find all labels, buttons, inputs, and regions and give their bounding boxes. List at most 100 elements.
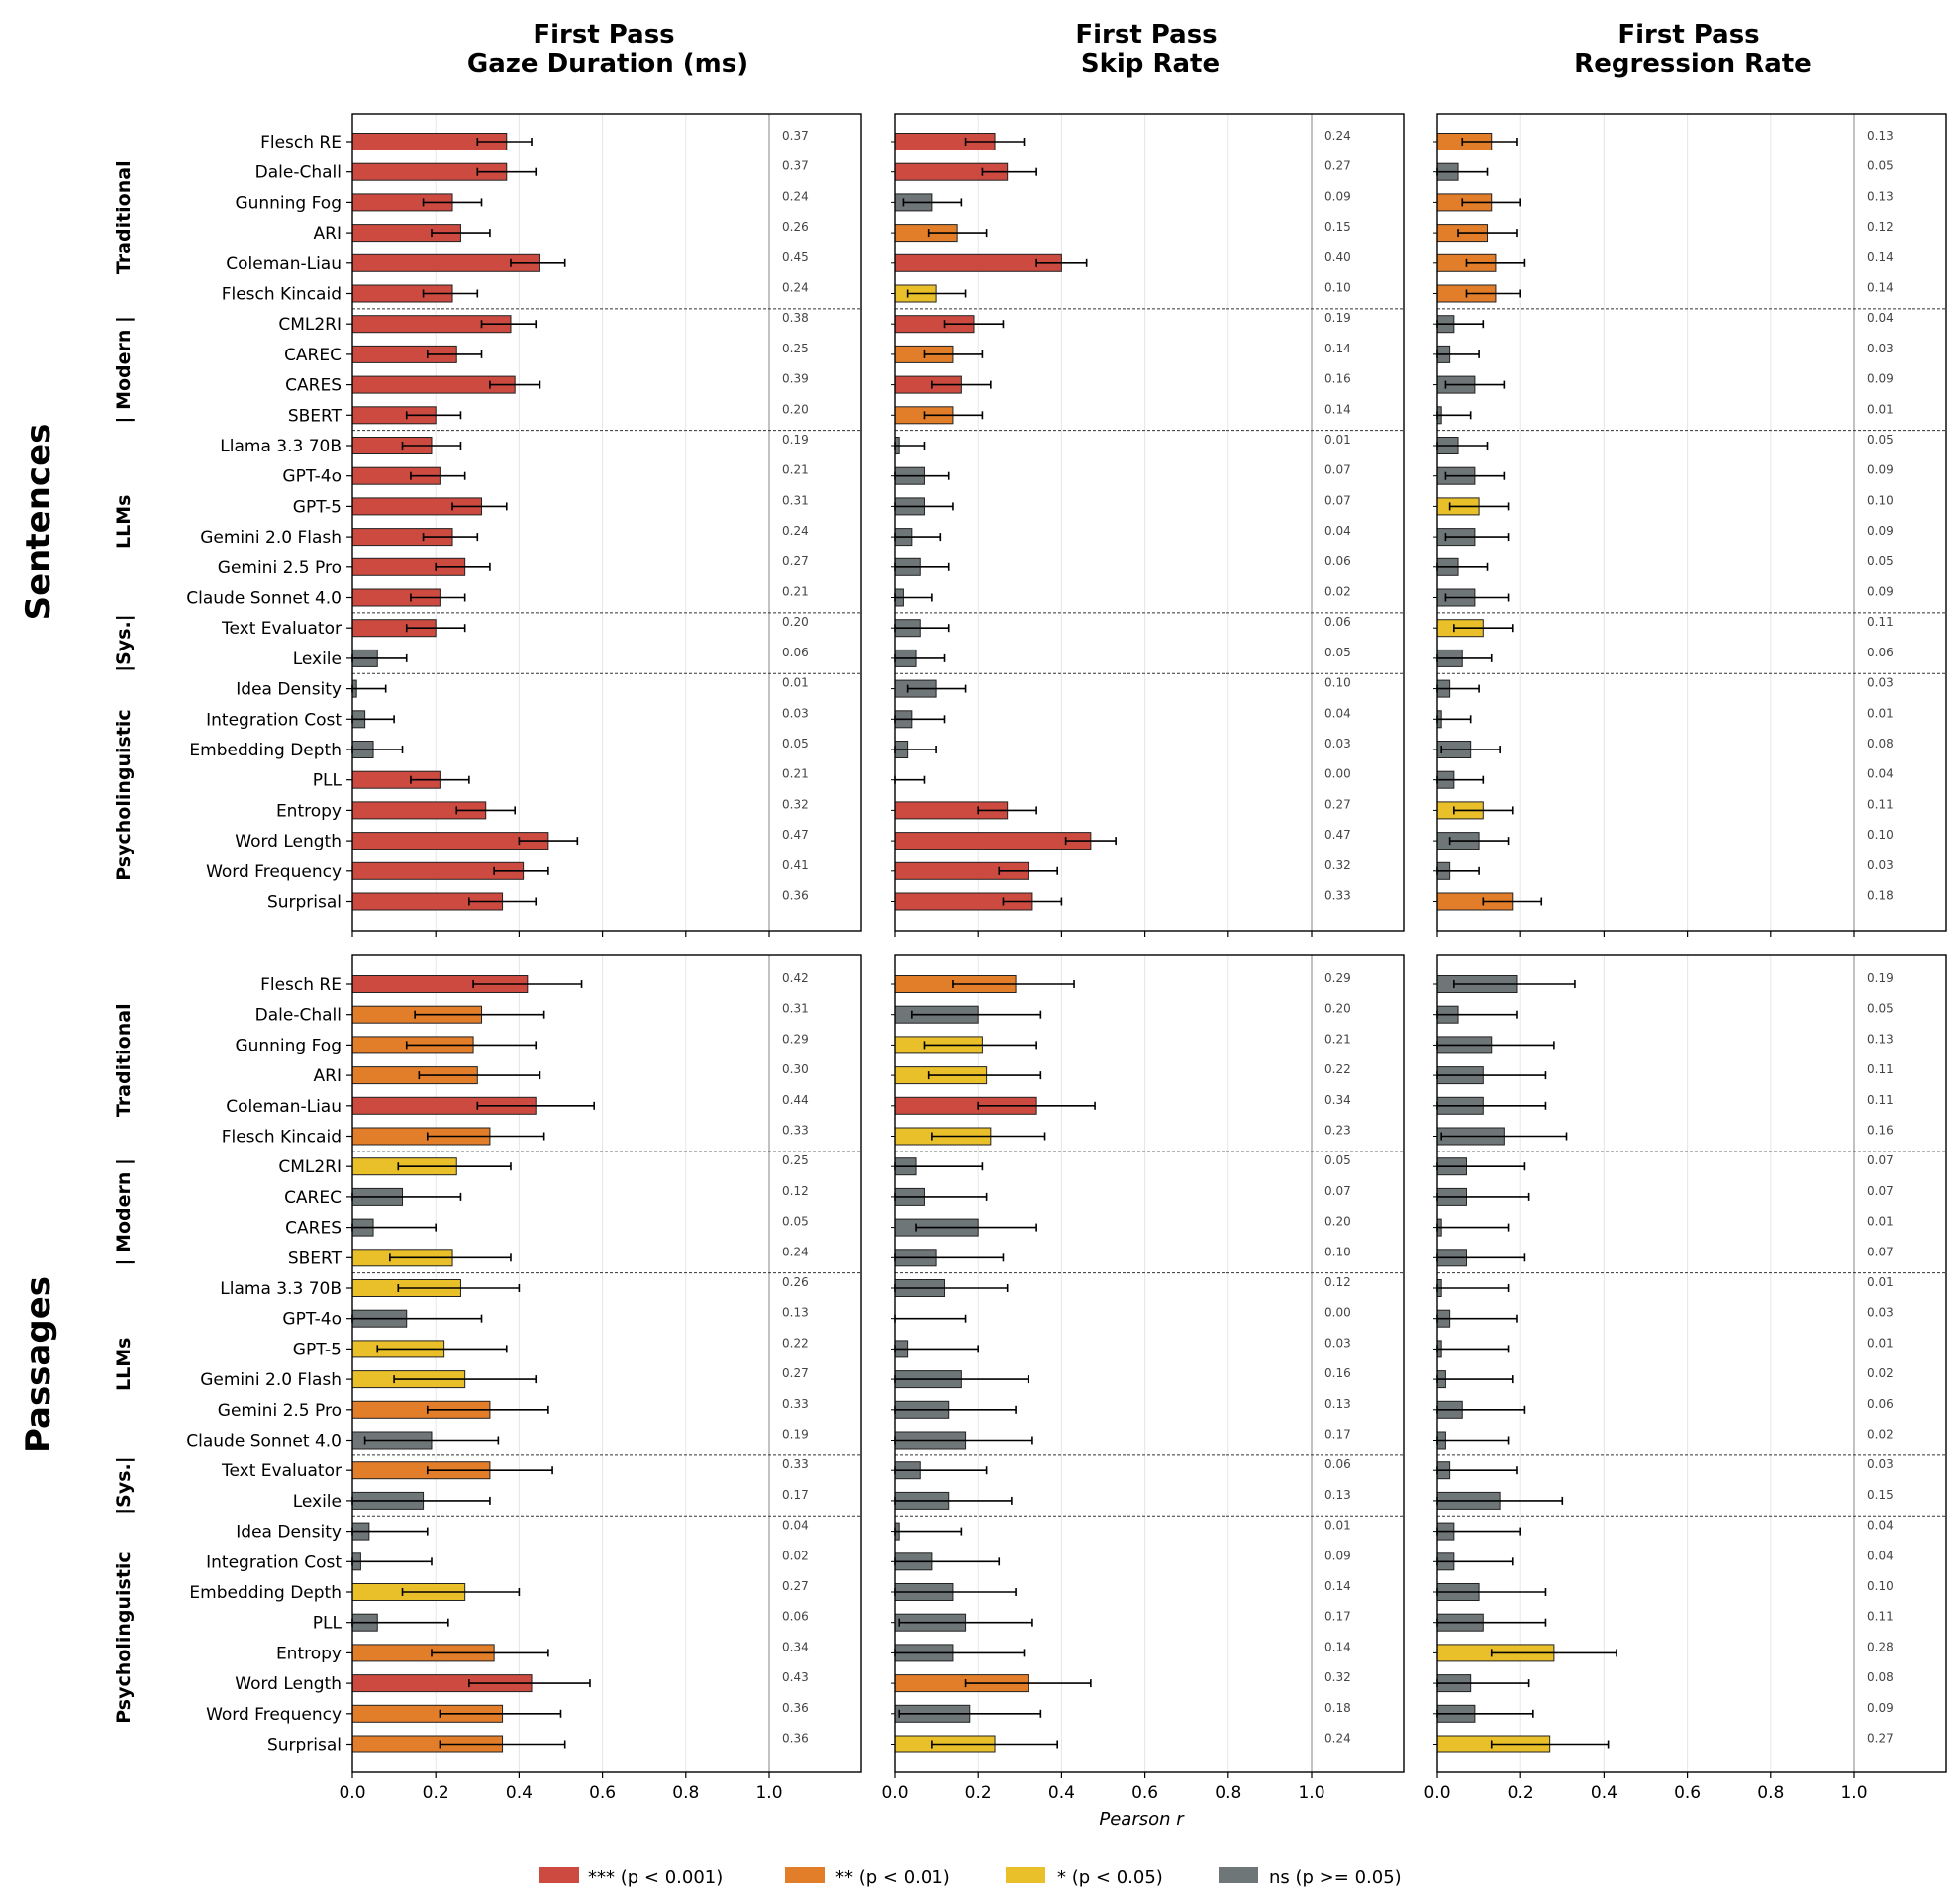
panel-r1-c2-value-label-idea-density: 0.04 [1867, 1519, 1894, 1533]
panel-r0-c2-value-label-ari: 0.12 [1867, 220, 1894, 234]
panel-r0-c1-value-label-gpt-5: 0.07 [1324, 493, 1351, 507]
panel-r1-c1-value-label-gunning-fog: 0.21 [1324, 1032, 1351, 1046]
panel-r0-c1-value-label-flesch-re: 0.24 [1324, 129, 1351, 143]
panel-r1-c2-value-label-claude-sonnet-4-0: 0.02 [1867, 1428, 1894, 1442]
panel-r1-c2-value-label-carec: 0.07 [1867, 1184, 1894, 1198]
panel-r0-c2-value-label-idea-density: 0.03 [1867, 676, 1894, 690]
category-label-pll: PLL [313, 1614, 343, 1634]
panel-r1-c2-x-tick-label: 0.8 [1757, 1783, 1784, 1803]
panel-r1-c2-x-tick-label: 0.4 [1591, 1783, 1617, 1803]
panel-r1-c2-value-label-sbert: 0.07 [1867, 1245, 1894, 1258]
panel-r1-c1: 0.29 0.20 0.21 0.22 0.34 0.23 0.05 0.07 0.20 0.10… [881, 954, 1405, 1803]
panel-r1-c2: 0.19 0.05 0.13 0.11 0.11 0.16 0.07 0.07 0.01 0.07… [1423, 954, 1947, 1803]
panel-r0-c0-value-label-coleman-liau: 0.45 [782, 250, 809, 264]
category-label-gemini-2-0-flash: Gemini 2.0 Flash [200, 528, 342, 548]
panel-r1-c1-value-label-gpt-5: 0.03 [1324, 1336, 1351, 1350]
category-label-flesch-kincaid: Flesch Kincaid [222, 1128, 342, 1148]
panel-r1-c0-x-tick-label: 0.8 [672, 1783, 699, 1803]
category-label-text-evaluator: Text Evaluator [221, 1461, 342, 1481]
panel-r1-c1-value-label-cares: 0.20 [1324, 1215, 1351, 1229]
panel-r0-c0-value-label-flesch-kincaid: 0.24 [782, 281, 809, 295]
panel-r1-c2-value-label-entropy: 0.28 [1867, 1640, 1894, 1653]
category-label-pll: PLL [313, 771, 343, 791]
panels: 0.370.370.240.260.450.240.380.250.390.20… [113, 113, 1947, 1803]
panel-r1-c2-value-label-gpt-4o: 0.03 [1867, 1306, 1894, 1320]
panel-r1-c1-value-label-word-frequency: 0.18 [1324, 1701, 1351, 1715]
category-label-cares: CARES [285, 376, 342, 396]
panel-r0-c0-value-label-pll: 0.21 [782, 767, 809, 781]
panel-r0-c1-value-label-embedding-depth: 0.03 [1324, 737, 1351, 750]
legend: *** (p < 0.001) ** (p < 0.01) * (p < 0.0… [539, 1867, 1402, 1888]
col-title-skip-line2: Skip Rate [1081, 50, 1220, 79]
col-title-skip-line1: First Pass [1075, 20, 1217, 50]
panel-r1-c1-x-tick-label: 0.0 [881, 1783, 908, 1803]
panel-r0-c0-value-label-cares: 0.39 [782, 372, 809, 386]
panel-r1-c0-value-label-gpt-5: 0.22 [782, 1336, 809, 1350]
panel-r1-c2-value-label-ari: 0.11 [1867, 1062, 1894, 1076]
panel-r1-c1-value-label-integration-cost: 0.09 [1324, 1549, 1351, 1562]
panel-r0-c0: 0.37 0.37 0.24 0.26 0.45 0.24 0.38 0.25 0.39 0.20… [113, 113, 862, 937]
category-label-gpt-4o: GPT-4o [282, 467, 342, 487]
category-label-dale-chall: Dale-Chall [255, 163, 342, 183]
panel-r1-c0-value-label-integration-cost: 0.02 [782, 1549, 809, 1562]
panel-r0-c1-value-label-word-frequency: 0.32 [1324, 858, 1351, 872]
panel-r1-c0-value-label-word-length: 0.43 [782, 1670, 809, 1684]
panel-r1-c1-value-label-pll: 0.17 [1324, 1610, 1351, 1624]
panel-r0-c0-frame [351, 113, 862, 932]
panel-r1-c0-value-label-surprisal: 0.36 [782, 1732, 809, 1746]
panel-r0-c0-value-label-word-frequency: 0.41 [782, 858, 809, 872]
category-label-flesch-re: Flesch RE [260, 975, 342, 995]
panel-r1-c1-value-label-coleman-liau: 0.34 [1324, 1093, 1351, 1107]
panel-r0-c2-value-label-gunning-fog: 0.13 [1867, 189, 1894, 203]
category-label-flesch-re: Flesch RE [260, 133, 342, 152]
category-label-gemini-2-5-pro: Gemini 2.5 Pro [218, 1401, 342, 1421]
panel-r0-c1-value-label-gemini-2-0-flash: 0.04 [1324, 524, 1351, 538]
category-label-embedding-depth: Embedding Depth [189, 1583, 342, 1603]
panel-r0-c2-value-label-dale-chall: 0.05 [1867, 159, 1894, 173]
category-label-flesch-kincaid: Flesch Kincaid [222, 285, 342, 305]
col-title-regression-line1: First Pass [1617, 20, 1759, 50]
panel-r1-c1-value-label-dale-chall: 0.20 [1324, 1002, 1351, 1016]
group-label-modern: | Modern | [113, 316, 135, 423]
panel-r0-c2-value-label-flesch-re: 0.13 [1867, 129, 1894, 143]
panel-r0-c0-value-label-cml2ri: 0.38 [782, 311, 809, 325]
panel-r0-c1-bar-word-length [894, 832, 1092, 850]
category-label-claude-sonnet-4-0: Claude Sonnet 4.0 [186, 589, 342, 609]
category-label-coleman-liau: Coleman-Liau [226, 254, 342, 274]
panel-r0-c2-value-label-text-evaluator: 0.11 [1867, 615, 1894, 629]
panel-r0-c1-value-label-integration-cost: 0.04 [1324, 706, 1351, 720]
panel-r0-c0-value-label-dale-chall: 0.37 [782, 159, 809, 173]
category-label-gpt-5: GPT-5 [293, 497, 342, 517]
panel-r0-c2-value-label-lexile: 0.06 [1867, 646, 1894, 659]
panel-r0-c0-value-label-integration-cost: 0.03 [782, 706, 809, 720]
panel-r1-c2-value-label-integration-cost: 0.04 [1867, 1549, 1894, 1562]
panel-r1-c0-value-label-cares: 0.05 [782, 1215, 809, 1229]
panel-r1-c2-x-tick-label: 0.6 [1674, 1783, 1701, 1803]
category-label-surprisal: Surprisal [267, 893, 342, 913]
panel-r1-c2-frame [1436, 954, 1947, 1773]
panel-r0-c0-value-label-gemini-2-0-flash: 0.24 [782, 524, 809, 538]
panel-r1-c2-value-label-embedding-depth: 0.10 [1867, 1579, 1894, 1593]
panel-r0-c0-value-label-entropy: 0.32 [782, 797, 809, 811]
panel-r0-c2-value-label-word-length: 0.10 [1867, 828, 1894, 842]
group-label-traditional: Traditional [113, 1003, 135, 1117]
panel-r0-c1-value-label-cml2ri: 0.19 [1324, 311, 1351, 325]
panel-r1-c1-value-label-cml2ri: 0.05 [1324, 1153, 1351, 1167]
panel-r0-c1-value-label-pll: 0.00 [1324, 767, 1351, 781]
category-label-cml2ri: CML2RI [278, 1157, 342, 1177]
panel-r0-c1-value-label-llama-3-3-70b: 0.01 [1324, 433, 1351, 447]
category-label-claude-sonnet-4-0: Claude Sonnet 4.0 [186, 1432, 342, 1451]
panel-r1-c2-value-label-gunning-fog: 0.13 [1867, 1032, 1894, 1046]
category-label-ari: ARI [314, 1066, 342, 1086]
panel-r1-c0-value-label-gemini-2-5-pro: 0.33 [782, 1397, 809, 1411]
category-label-lexile: Lexile [293, 650, 342, 669]
row-title-sentences: Sentences [19, 424, 58, 621]
category-label-ari: ARI [314, 224, 342, 244]
panel-r1-c1-value-label-llama-3-3-70b: 0.12 [1324, 1275, 1351, 1289]
category-label-word-length: Word Length [235, 832, 342, 851]
panel-r0-c2-value-label-claude-sonnet-4-0: 0.09 [1867, 585, 1894, 599]
legend-label-p01: ** (p < 0.01) [835, 1867, 950, 1888]
panel-r0-c1-value-label-gpt-4o: 0.07 [1324, 463, 1351, 477]
panel-r1-c0-value-label-dale-chall: 0.31 [782, 1002, 809, 1016]
